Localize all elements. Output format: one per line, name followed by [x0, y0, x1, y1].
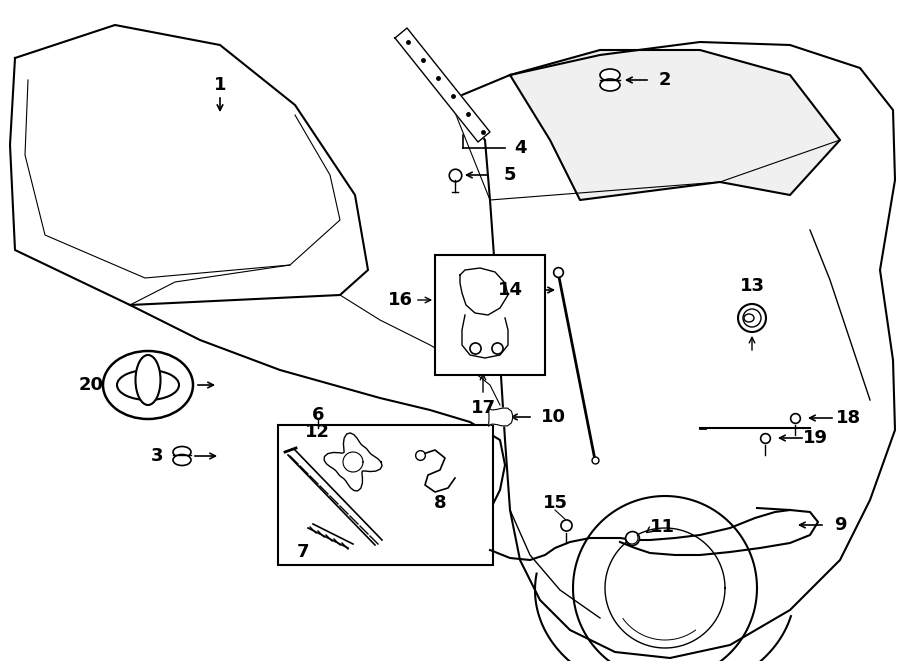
Text: 7: 7	[297, 543, 310, 561]
Text: 19: 19	[803, 429, 827, 447]
Ellipse shape	[136, 355, 160, 405]
Bar	[435, 255, 545, 375]
Text: 1: 1	[214, 76, 226, 94]
Polygon shape	[324, 433, 382, 491]
Ellipse shape	[600, 69, 620, 81]
Text: 18: 18	[835, 409, 860, 427]
Ellipse shape	[600, 79, 620, 91]
Text: 2: 2	[659, 71, 671, 89]
Ellipse shape	[173, 455, 191, 465]
Text: 3: 3	[151, 447, 163, 465]
Text: 13: 13	[740, 277, 764, 295]
Ellipse shape	[173, 446, 191, 457]
Text: 20: 20	[78, 376, 104, 394]
Text: 12: 12	[304, 423, 329, 441]
Polygon shape	[395, 28, 490, 142]
Text: 9: 9	[833, 516, 846, 534]
Text: 11: 11	[650, 518, 674, 536]
Bar	[278, 425, 493, 565]
Text: 4: 4	[514, 139, 526, 157]
Ellipse shape	[744, 314, 754, 322]
Text: 10: 10	[541, 408, 565, 426]
Text: 15: 15	[543, 494, 568, 512]
Ellipse shape	[103, 351, 193, 419]
Text: 6: 6	[311, 406, 324, 424]
Polygon shape	[510, 50, 840, 200]
Polygon shape	[489, 408, 513, 426]
Text: 8: 8	[434, 494, 446, 512]
Ellipse shape	[738, 304, 766, 332]
Text: 14: 14	[498, 281, 523, 299]
Text: 16: 16	[388, 291, 412, 309]
Ellipse shape	[117, 370, 179, 400]
Text: 5: 5	[504, 166, 517, 184]
Text: 17: 17	[471, 399, 496, 417]
Ellipse shape	[743, 309, 761, 327]
